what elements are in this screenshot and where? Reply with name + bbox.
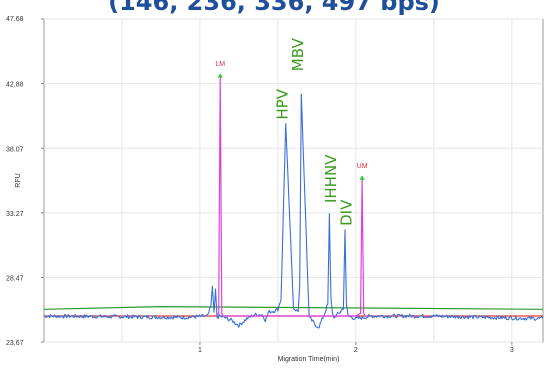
x-axis: 1 2 3 xyxy=(198,342,514,354)
series-line-0 xyxy=(43,93,544,329)
y-tick-label: 23.67 xyxy=(6,340,24,347)
chart-title: (146, 236, 336, 497 bps) xyxy=(108,0,440,16)
y-tick-label: 47.68 xyxy=(6,16,24,23)
series-line-3 xyxy=(43,306,544,310)
y-axis-label: RFU xyxy=(15,173,22,187)
x-tick-label: 1 xyxy=(198,347,202,354)
series-group xyxy=(43,75,544,329)
peak-label-hpv: HPV xyxy=(274,88,292,119)
x-tick-label: 2 xyxy=(354,347,358,354)
x-tick-label: 3 xyxy=(510,347,514,354)
chart-title-group: (146, 236, 336, 497 bps) xyxy=(108,0,440,16)
y-tick-label: 38.07 xyxy=(6,146,24,153)
marker-group xyxy=(217,73,365,180)
peak-marker-0 xyxy=(217,73,223,78)
x-axis-label: Migration Time(min) xyxy=(278,356,340,363)
y-tick-label: 28.47 xyxy=(6,275,24,282)
y-tick-label: 42.88 xyxy=(6,82,24,89)
grid xyxy=(44,18,543,343)
y-axis: 23.67 28.47 33.27 38.07 42.88 47.68 xyxy=(6,16,44,347)
series-line-1 xyxy=(215,75,367,317)
y-tick-label: 33.27 xyxy=(6,211,24,218)
peak-label-ihhnv: IHHNV xyxy=(322,154,340,203)
peak-label-div: DIV xyxy=(338,199,356,226)
peak-label-mbv: MBV xyxy=(289,37,307,71)
peak-label-lm: LM xyxy=(215,61,225,68)
peak-marker-1 xyxy=(359,175,365,180)
peak-label-um: UM xyxy=(357,163,368,170)
